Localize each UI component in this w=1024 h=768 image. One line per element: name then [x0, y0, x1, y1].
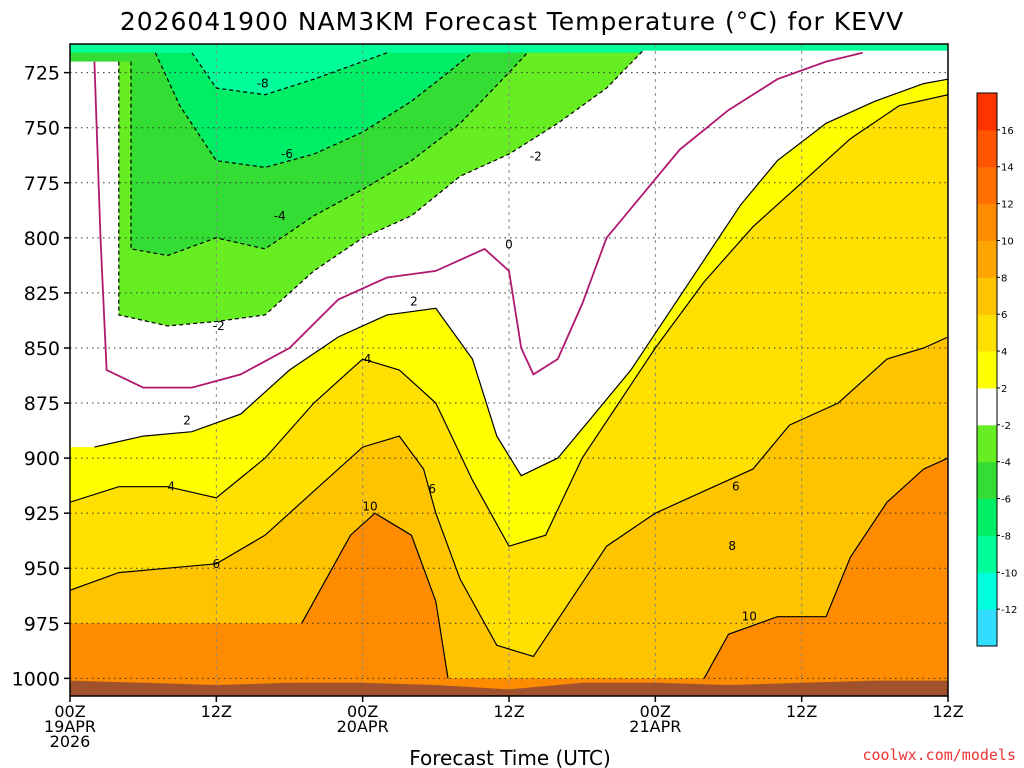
y-axis: 725 750 775 800 825 850 875 900 925 950 975 1000 — [12, 63, 70, 690]
y-tick-label: 975 — [24, 613, 60, 635]
temperature-fill-layer — [70, 44, 948, 696]
contour-line--4-7 — [130, 52, 528, 257]
contour-line--8-9 — [191, 52, 388, 96]
colorbar-swatch — [977, 314, 997, 352]
colorbar-label: 16 — [1001, 126, 1014, 137]
colorbar-label: -12 — [1001, 605, 1017, 616]
plot-area: -8 -6 -4 -2 -2 0 2 2 4 4 6 6 6 8 10 10 — [70, 44, 948, 696]
colorbar-label: 8 — [1001, 273, 1007, 284]
x-tick-label: 00Z — [347, 702, 378, 721]
contour-label: 6 — [732, 480, 740, 494]
x-axis-label: Forecast Time (UTC) — [409, 746, 611, 768]
x-tick-label: 19APR — [44, 717, 96, 736]
contour-label: 6 — [428, 482, 436, 496]
colorbar-swatch — [977, 203, 997, 241]
y-tick-label: 800 — [24, 228, 60, 250]
contour-line--6-8 — [154, 52, 473, 169]
contour-label: 2 — [410, 295, 418, 309]
colorbar-swatch — [977, 461, 997, 500]
colorbar-swatch — [977, 129, 997, 168]
colorbar-label: 4 — [1001, 347, 1007, 358]
x-tick-label: 12Z — [493, 702, 524, 721]
contour-label: -8 — [257, 77, 269, 91]
contour-label-layer: -8 -6 -4 -2 -2 0 2 2 4 4 6 6 6 8 10 10 — [167, 77, 756, 624]
y-tick-label: 875 — [24, 393, 60, 415]
contour-label: 0 — [505, 237, 513, 251]
x-tick-label: 20APR — [337, 717, 389, 736]
colorbar-label: 12 — [1001, 200, 1014, 211]
contour-label: 4 — [364, 352, 372, 366]
colorbar-swatch — [977, 277, 997, 315]
colorbar-swatch — [977, 609, 997, 647]
contour-label: 10 — [742, 610, 757, 624]
fill-band-7 — [70, 337, 948, 696]
y-tick-label: 925 — [24, 503, 60, 525]
contour-line-6-2 — [70, 336, 948, 658]
colorbar-swatch — [977, 166, 997, 205]
contour-label: 6 — [213, 557, 221, 571]
y-tick-label: 900 — [24, 448, 60, 470]
contour-label: 8 — [728, 539, 736, 553]
contour-line-10-0 — [301, 512, 449, 679]
contour-label: 4 — [167, 480, 175, 494]
colorbar-label: -6 — [1001, 495, 1011, 506]
colorbar-label: -2 — [1001, 421, 1011, 432]
colorbar-frame — [976, 92, 998, 647]
contour-layer — [70, 50, 948, 679]
chart-title: 2026041900 NAM3KM Forecast Temperature (… — [120, 7, 904, 36]
colorbar-label: 6 — [1001, 310, 1007, 321]
y-tick-label: 775 — [24, 173, 60, 195]
fill-band-9 — [70, 458, 948, 696]
y-tick-label: 750 — [24, 118, 60, 140]
contour-label: -4 — [274, 209, 286, 223]
contour-label: -6 — [281, 147, 293, 161]
x-tick-label: 2026 — [50, 732, 91, 751]
contour-label: 2 — [183, 414, 191, 428]
x-tick-label: 00Z — [640, 702, 671, 721]
contour-label: 10 — [362, 500, 377, 514]
y-tick-label: 825 — [24, 283, 60, 305]
colorbar-label: -4 — [1001, 458, 1011, 469]
y-tick-label: 950 — [24, 558, 60, 580]
grid-layer — [70, 44, 948, 696]
contour-line-4-3 — [70, 94, 948, 547]
colorbar-swatch — [977, 498, 997, 536]
colorbar-label: -8 — [1001, 531, 1011, 542]
credit-text: coolwx.com/models — [862, 746, 1016, 764]
colorbar-swatch — [977, 424, 997, 463]
contour-label: -2 — [213, 319, 225, 333]
contour-line--2-6 — [118, 50, 644, 327]
colorbar: -12 -10 -8 -6 -4 -2 2 4 6 8 10 12 14 16 — [976, 92, 1017, 647]
x-tick-label: 00Z — [54, 702, 85, 721]
contour-label: -2 — [530, 149, 542, 163]
x-tick-label: 12Z — [932, 702, 963, 721]
contour-line-2-4 — [94, 78, 948, 477]
contour-line-0-5 — [93, 51, 863, 389]
x-tick-label: 21APR — [629, 717, 681, 736]
contour-line-10-1 — [703, 457, 948, 679]
colorbar-label: 14 — [1001, 163, 1014, 174]
fill-band-8 — [70, 513, 948, 696]
y-tick-label: 850 — [24, 338, 60, 360]
ground-surface — [70, 680, 948, 696]
colorbar-label: 10 — [1001, 236, 1014, 247]
colorbar-swatch — [977, 387, 997, 426]
x-tick-label: 12Z — [786, 702, 817, 721]
y-tick-label: 1000 — [12, 668, 60, 690]
colorbar-swatch — [977, 93, 997, 131]
colorbar-swatch — [977, 351, 997, 389]
colorbar-swatch — [977, 535, 997, 573]
colorbar-swatch — [977, 240, 997, 278]
y-tick-label: 725 — [24, 63, 60, 85]
colorbar-label: 2 — [1001, 384, 1007, 395]
x-tick-label: 12Z — [201, 702, 232, 721]
colorbar-swatch — [977, 572, 997, 610]
colorbar-label: -10 — [1001, 568, 1017, 579]
